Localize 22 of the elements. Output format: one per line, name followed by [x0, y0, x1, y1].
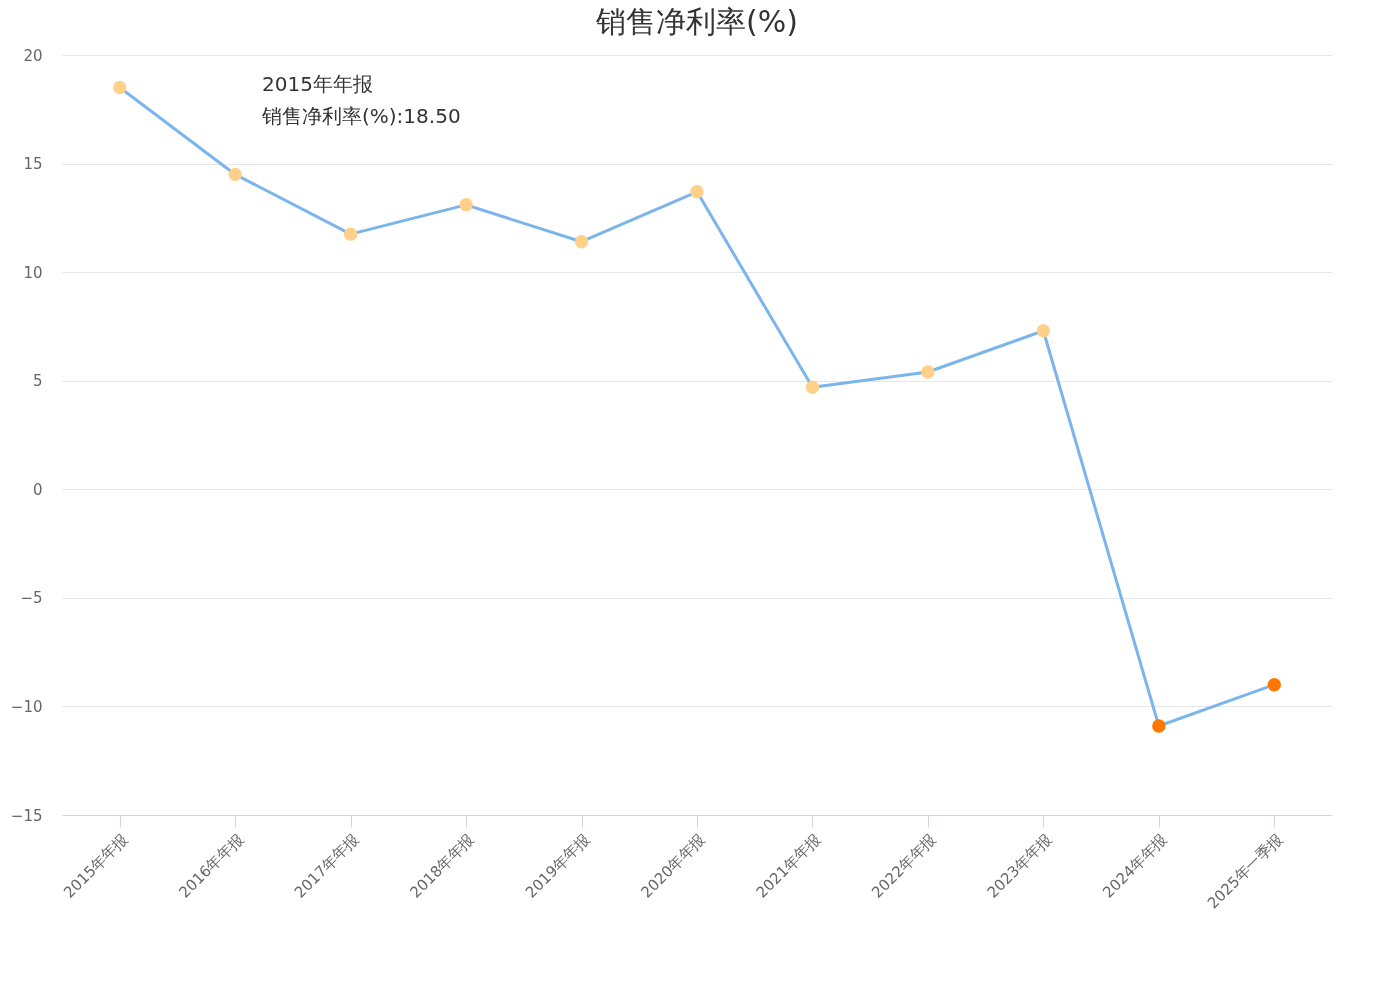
point [690, 185, 704, 199]
point [1267, 678, 1281, 692]
point [805, 380, 820, 394]
y-tick-label: 5 [32, 372, 43, 391]
y-tick-label: 20 [23, 46, 43, 65]
y-tick-label: 10 [23, 263, 43, 282]
point [113, 80, 127, 95]
point [459, 198, 473, 212]
y-tick-label: 0 [32, 480, 43, 499]
y-tick-label: −5 [20, 589, 43, 608]
point [228, 167, 242, 182]
point [1152, 719, 1166, 733]
annotation: 销售净利率(%):18.50 [261, 104, 461, 128]
chart-title: 销售净利率(%) [595, 4, 798, 39]
y-tick-label: −10 [10, 697, 43, 716]
point [921, 365, 935, 379]
point [1036, 324, 1051, 338]
y-tick-label: −15 [10, 806, 43, 825]
annotation: 2015年年报 [262, 72, 373, 96]
point [574, 235, 589, 249]
point [343, 227, 358, 241]
y-tick-label: 15 [23, 155, 43, 174]
